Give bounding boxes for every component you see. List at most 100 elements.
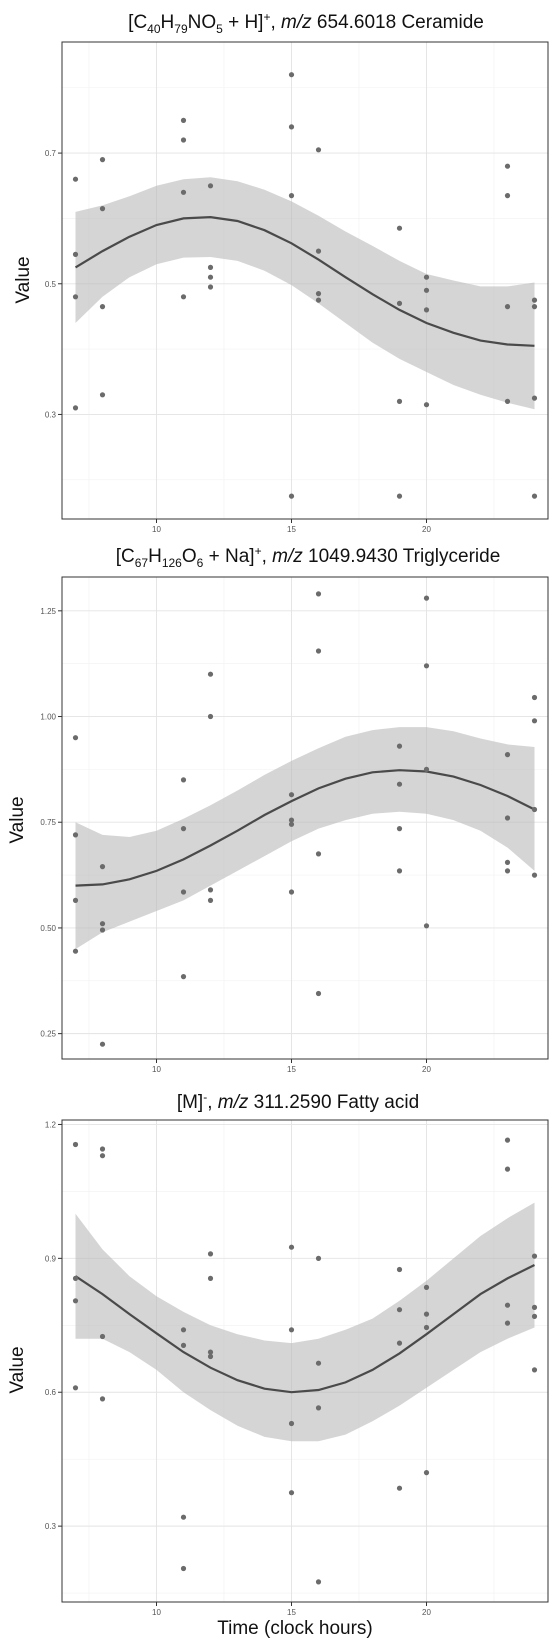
data-point [288,889,295,895]
x-tick-label: 20 [422,525,431,534]
data-point [180,1565,187,1572]
data-point [207,671,214,677]
y-ticks-triglyceride: 0.25 0.50 0.75 1.00 1.25 [40,607,62,1039]
data-point [531,493,538,499]
data-point [315,291,322,297]
data-point [207,284,214,290]
data-point [315,648,322,654]
fit-line-triglyceride [75,769,535,887]
fit-line [74,1264,535,1394]
data-point [531,806,538,813]
confidence-band [75,177,535,410]
confidence-band-ceramide [75,177,535,410]
data-point [207,1275,214,1281]
data-point [180,1327,187,1333]
data-point [207,713,214,720]
x-tick-label: 15 [287,1065,296,1074]
data-points-fatty-acid [72,1137,538,1585]
chart-title-fatty-acid: [M]-, m/z 311.2590 Fatty acid [177,1090,419,1113]
data-point [180,889,187,895]
data-point [396,781,403,787]
y-tick-label: 0.9 [45,1254,57,1263]
data-point [531,718,538,724]
fit-line-ceramide [74,215,535,347]
data-point [207,274,214,280]
data-point [504,868,511,874]
data-point [288,72,295,78]
data-point [72,948,79,954]
data-point [315,1255,322,1261]
data-point [396,743,403,749]
data-point [315,851,322,857]
data-point [531,872,538,878]
data-point [207,887,214,893]
confidence-band [75,1202,535,1442]
data-point [531,304,538,310]
data-point [180,826,187,832]
data-point [396,868,403,874]
chart-title-ceramide: [C40H79NO5 + H]+, m/z 654.6018 Ceramide [128,10,484,36]
data-point [396,300,403,306]
x-axis-label: Time (clock hours) [217,1618,373,1639]
data-point [531,1253,538,1259]
x-tick-label: 20 [422,1608,431,1617]
fit-line-fatty-acid [74,1264,535,1394]
data-point [180,974,187,980]
data-point [423,663,430,669]
data-point [99,921,106,927]
data-point [504,163,511,169]
data-point [423,274,430,280]
data-point [207,183,214,189]
data-points-triglyceride [72,591,538,1047]
confidence-band [75,727,535,950]
data-point [72,1141,79,1148]
data-point [315,591,322,597]
data-point [423,402,430,408]
data-point [180,1514,187,1520]
y-axis-label-ceramide: Value [13,256,34,303]
data-point [504,815,511,821]
fit-line [74,215,535,347]
data-point [72,735,79,741]
data-point [99,304,106,310]
data-point [315,1579,322,1585]
data-point [180,1342,187,1348]
data-point [396,1307,403,1313]
data-point [504,1137,511,1143]
x-tick-label: 15 [287,1608,296,1617]
data-point [288,1490,295,1496]
y-tick-label: 0.50 [40,924,56,933]
data-point [288,493,295,499]
data-point [396,225,403,231]
data-point [99,927,106,933]
x-tick-label: 10 [152,1608,161,1617]
data-point [504,1320,511,1326]
data-point [288,1244,295,1250]
x-ticks-ceramide: 10 15 20 [152,519,431,534]
y-axis-label-fatty-acid: Value [7,1346,28,1393]
data-point [423,287,430,293]
panel-ceramide: [C40H79NO5 + H]+, m/z 654.6018 Ceramide … [13,10,549,534]
data-point [180,777,187,783]
data-point [396,398,403,404]
data-point [72,1298,79,1304]
data-point [396,1340,403,1346]
y-tick-label: 0.5 [45,280,57,289]
data-point [504,1302,511,1308]
plot-frame-triglyceride [61,576,549,1060]
data-point [504,398,511,404]
data-point [72,176,79,182]
data-point [72,897,79,904]
data-point [99,157,106,163]
panel-triglyceride: [C67H126O6 + Na]+, m/z 1049.9430 Triglyc… [7,544,549,1074]
data-point [72,1385,79,1391]
data-point [423,307,430,313]
data-point [423,923,430,929]
data-point [180,137,187,143]
data-point [99,1041,106,1047]
data-point [423,1311,430,1317]
data-point [99,1333,106,1340]
data-point [288,817,295,823]
data-point [504,752,511,758]
